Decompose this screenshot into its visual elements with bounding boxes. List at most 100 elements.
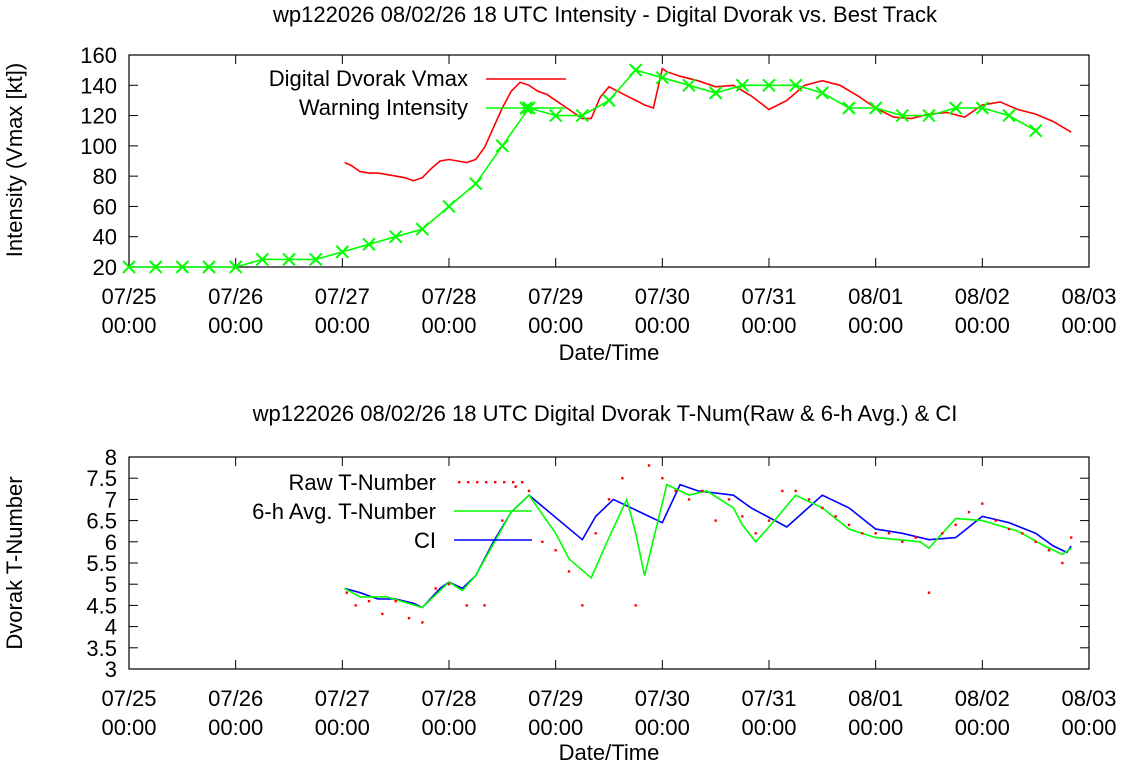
raw-tnumber-point [1007,527,1011,531]
x-tick-label-time: 00:00 [848,715,903,740]
warning-intensity-point [415,222,430,236]
x-tick-label-time: 00:00 [1061,715,1116,740]
x-tick-label-date: 08/02 [955,686,1010,711]
y-tick-label: 5.5 [86,551,117,576]
tick-marks [128,456,1090,670]
legend-dot [458,481,461,484]
warning-intensity-point [255,252,270,267]
raw-tnumber-point [394,599,397,603]
x-axis-label: Date/Time [559,340,660,365]
y-tick-label: 160 [80,43,117,68]
x-tick-label-time: 00:00 [528,715,583,740]
warning-intensity-point [655,71,670,85]
legend: Raw T-Number 6-h Avg. T-Number CI [252,470,532,553]
raw-tnumber-point [1034,540,1037,543]
raw-tnumber-point [981,502,984,505]
warning-intensity-point [362,237,376,251]
x-tick-label-time: 00:00 [208,715,263,740]
warning-intensity-point [708,86,723,100]
raw-tnumber-point [741,515,744,518]
y-tick-label: 6 [105,530,117,555]
x-tick-labels: 07/25 00:00 07/26 00:00 07/27 00:00 07/28 00:00… [101,686,1116,740]
raw-tnumber-point [767,519,771,522]
y-tick-label: 3.5 [86,636,117,661]
y-tick-label: 100 [80,134,117,159]
x-tick-label-time: 00:00 [848,313,903,338]
x-tick-label-date: 07/25 [101,284,156,309]
x-tick-label-time: 00:00 [635,715,690,740]
raw-tnumber-point [527,489,531,493]
y-tick-label: 20 [93,255,117,280]
raw-tnumber-point [647,464,651,467]
warning-intensity-point [842,101,856,115]
raw-tnumber-point [407,616,411,620]
x-tick-label-date: 07/27 [315,686,370,711]
legend-dot [521,481,524,484]
warning-intensity-point [788,78,803,92]
warning-intensity-point [682,78,696,92]
raw-tnumber-point [954,523,957,527]
raw-tnumber-point [821,506,824,510]
raw-tnumber-point [1061,561,1064,565]
x-tick-label-time: 00:00 [315,313,370,338]
raw-tnumber-point [834,515,837,518]
raw-tnumber-point [661,477,664,480]
warning-intensity-point [575,108,590,123]
y-axis-label: Dvorak T-Number [2,476,27,649]
warning-intensity-point [388,230,403,244]
x-tick-label-time: 00:00 [101,715,156,740]
legend-dot [485,481,488,484]
legend-label-dvorak-vmax: Digital Dvorak Vmax [269,66,468,91]
raw-tnumber-point [687,498,691,501]
raw-tnumber-point [781,489,784,493]
raw-tnumber-point [1070,536,1073,539]
warning-intensity-point [548,108,563,123]
warning-intensity-point [442,199,456,214]
y-tick-label: 3 [105,657,117,682]
warning-intensity-point [602,93,616,108]
raw-tnumber-point [674,489,677,493]
series-line-6-h-avg-t-number [344,483,1072,609]
x-tick-label-time: 00:00 [101,313,156,338]
plot-frame [128,456,1090,670]
tnumber-chart: wp122026 08/02/26 18 UTC Digital Dvorak … [2,401,1117,765]
x-tick-label-date: 07/30 [635,284,690,309]
warning-intensity-point [815,86,830,100]
raw-tnumber-point [634,604,637,607]
raw-tnumber-point [901,540,904,543]
legend-dot [467,481,470,484]
raw-tnumber-point [914,536,917,539]
chart-title: wp122026 08/02/26 18 UTC Intensity - Dig… [272,2,938,27]
intensity-chart: wp122026 08/02/26 18 UTC Intensity - Dig… [2,2,1117,365]
raw-tnumber-point [483,604,486,607]
x-tick-label-time: 00:00 [1061,313,1116,338]
warning-intensity-point [1028,124,1043,138]
warning-intensity-point [895,108,910,123]
raw-tnumber-point [514,485,517,488]
x-tick-label-time: 00:00 [741,313,796,338]
raw-tnumber-point [465,604,468,607]
x-tick-label-time: 00:00 [208,313,263,338]
x-tick-label-time: 00:00 [741,715,796,740]
raw-tnumber-point [447,583,451,586]
raw-tnumber-point [594,532,597,535]
x-tick-label-date: 08/01 [848,686,903,711]
warning-intensity-point [975,101,990,115]
legend-label-ci: CI [414,528,436,553]
series-line-digital-dvorak-vmax [344,67,1072,182]
raw-tnumber-point [567,570,571,573]
x-tick-label-date: 07/28 [421,686,476,711]
x-tick-label-date: 07/26 [208,284,263,309]
raw-tnumber-point [621,477,624,480]
legend-label-avg-tnumber: 6-h Avg. T-Number [252,499,436,524]
x-tick-label-time: 00:00 [635,313,690,338]
raw-tnumber-point [941,532,944,535]
raw-tnumber-point [354,604,357,607]
y-tick-labels: 33.544.555.566.577.58 [86,445,117,682]
x-tick-label-date: 08/01 [848,284,903,309]
warning-intensity-point [282,252,296,267]
y-tick-label: 7 [105,487,117,512]
legend-dot [494,481,497,484]
